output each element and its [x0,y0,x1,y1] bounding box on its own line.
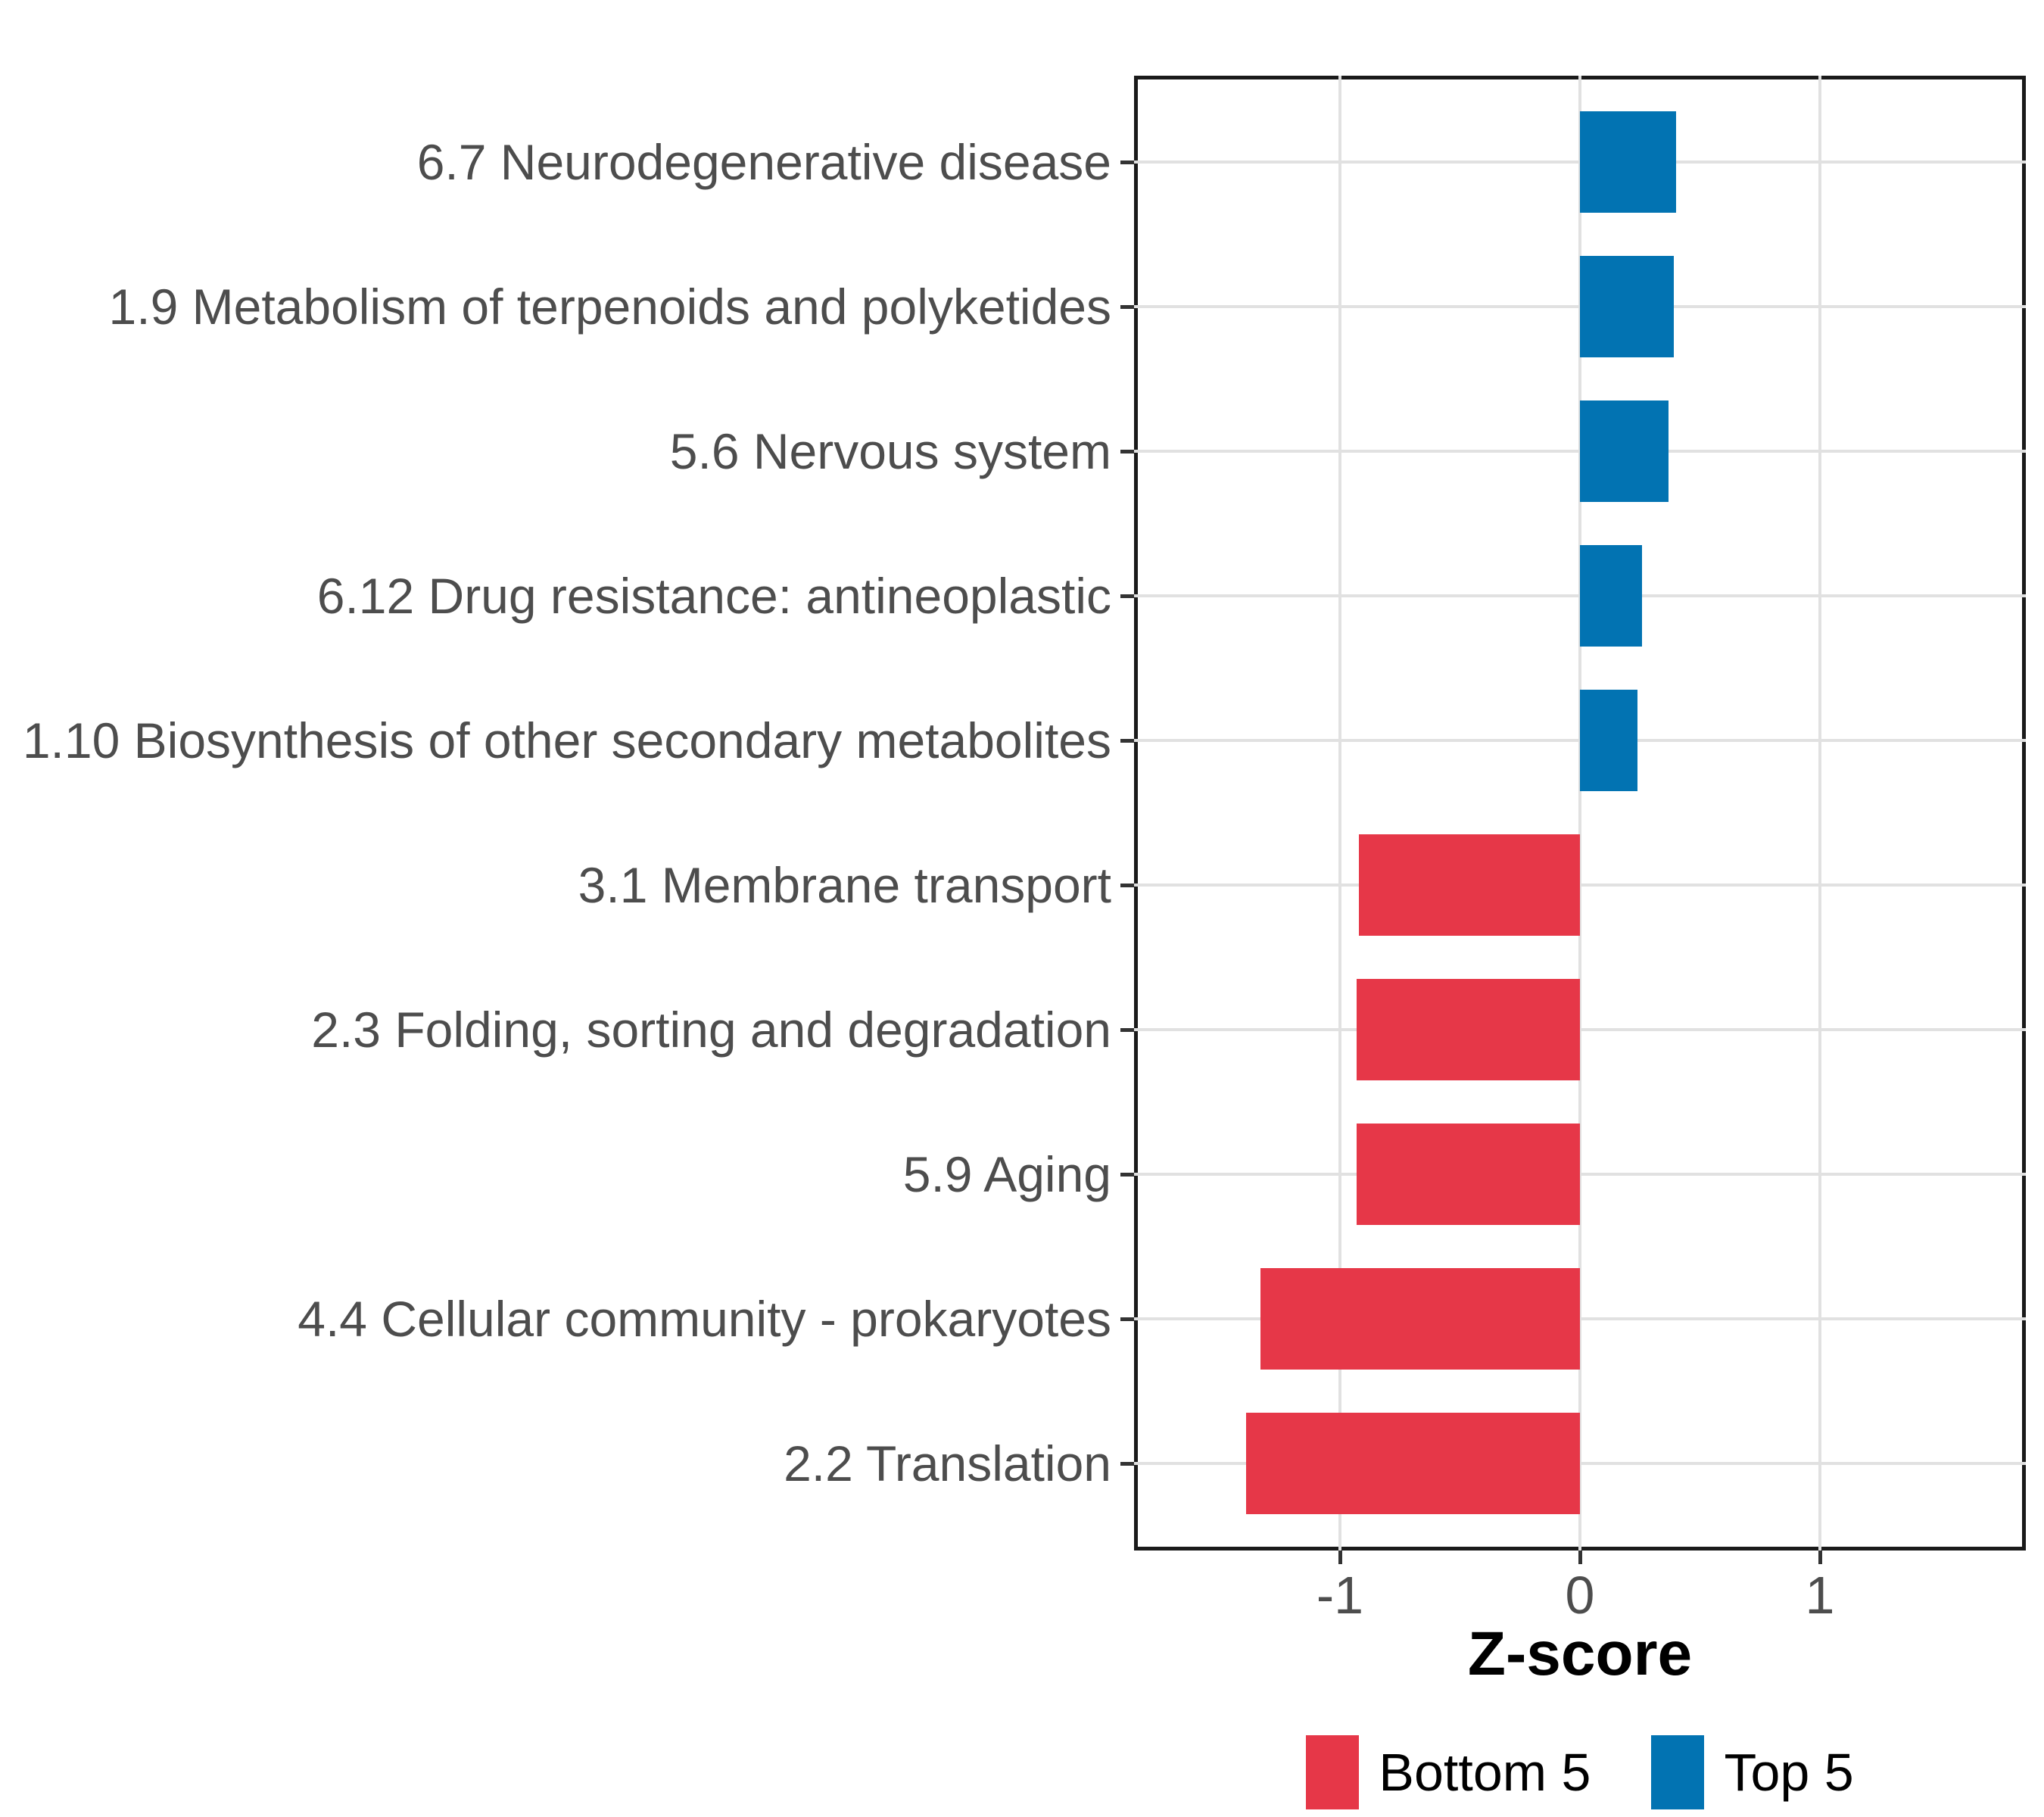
y-axis-label-1-9-metabolism-of-terpenoids-and-polyketides: 1.9 Metabolism of terpenoids and polyket… [108,279,1111,335]
y-tick-mark [1120,305,1134,309]
y-axis-label-5-9-aging: 5.9 Aging [902,1146,1111,1202]
x-tick-mark--1 [1338,1551,1342,1564]
y-tick-mark [1120,884,1134,887]
bar-5-9-aging [1357,1124,1580,1225]
y-gridline-2-3-folding-sorting-and-degradation [1134,1028,2026,1031]
y-gridline-5-9-aging [1134,1173,2026,1176]
x-gridline--1 [1338,76,1341,1551]
y-gridline-2-2-translation [1134,1462,2026,1465]
bar-1-10-biosynthesis-of-other-secondary-metabolites [1580,690,1638,791]
y-axis-label-6-7-neurodegenerative-disease: 6.7 Neurodegenerative disease [416,134,1111,190]
bar-2-2-translation [1246,1413,1580,1514]
bar-2-3-folding-sorting-and-degradation [1357,979,1580,1080]
x-tick-label: 0 [1565,1566,1595,1625]
y-gridline-4-4-cellular-community-prokaryotes [1134,1317,2026,1320]
bar-6-7-neurodegenerative-disease [1580,111,1676,213]
y-tick-mark [1120,161,1134,164]
legend-key-bottom5-swatch [1306,1735,1360,1809]
legend-key-top5-swatch [1651,1735,1705,1809]
legend-label-top5: Top 5 [1724,1743,1854,1802]
bar-3-1-membrane-transport [1359,834,1580,936]
y-tick-mark [1120,1028,1134,1032]
bar-5-6-nervous-system [1580,400,1669,502]
legend-label-bottom5: Bottom 5 [1379,1743,1591,1802]
y-tick-mark [1120,1462,1134,1466]
y-axis-label-5-6-nervous-system: 5.6 Nervous system [669,423,1111,479]
x-axis-title: Z-score [1467,1619,1693,1688]
y-tick-mark [1120,739,1134,743]
y-tick-mark [1120,450,1134,453]
y-axis-label-3-1-membrane-transport: 3.1 Membrane transport [578,857,1111,913]
bar-4-4-cellular-community-prokaryotes [1260,1268,1580,1370]
y-tick-mark [1120,594,1134,598]
legend: Bottom 5 Top 5 [1134,1735,2026,1809]
y-axis-label-6-12-drug-resistance-antineoplastic: 6.12 Drug resistance: antineoplastic [316,568,1111,624]
x-gridline-0 [1578,76,1581,1551]
y-axis-label-4-4-cellular-community-prokaryotes: 4.4 Cellular community - prokaryotes [298,1291,1111,1347]
x-tick-mark-0 [1578,1551,1582,1564]
y-axis-label-2-3-folding-sorting-and-degradation: 2.3 Folding, sorting and degradation [311,1002,1111,1058]
x-tick-label: -1 [1316,1566,1364,1625]
y-tick-mark [1120,1173,1134,1177]
y-tick-mark [1120,1317,1134,1321]
bar-6-12-drug-resistance-antineoplastic [1580,545,1643,647]
x-tick-mark-1 [1818,1551,1822,1564]
x-tick-label: 1 [1805,1566,1835,1625]
y-axis-label-2-2-translation: 2.2 Translation [784,1435,1111,1491]
bar-1-9-metabolism-of-terpenoids-and-polyketides [1580,256,1674,357]
y-axis-label-1-10-biosynthesis-of-other-secondary-metabolites: 1.10 Biosynthesis of other secondary met… [22,712,1111,768]
y-gridline-3-1-membrane-transport [1134,884,2026,887]
x-gridline-1 [1818,76,1821,1551]
